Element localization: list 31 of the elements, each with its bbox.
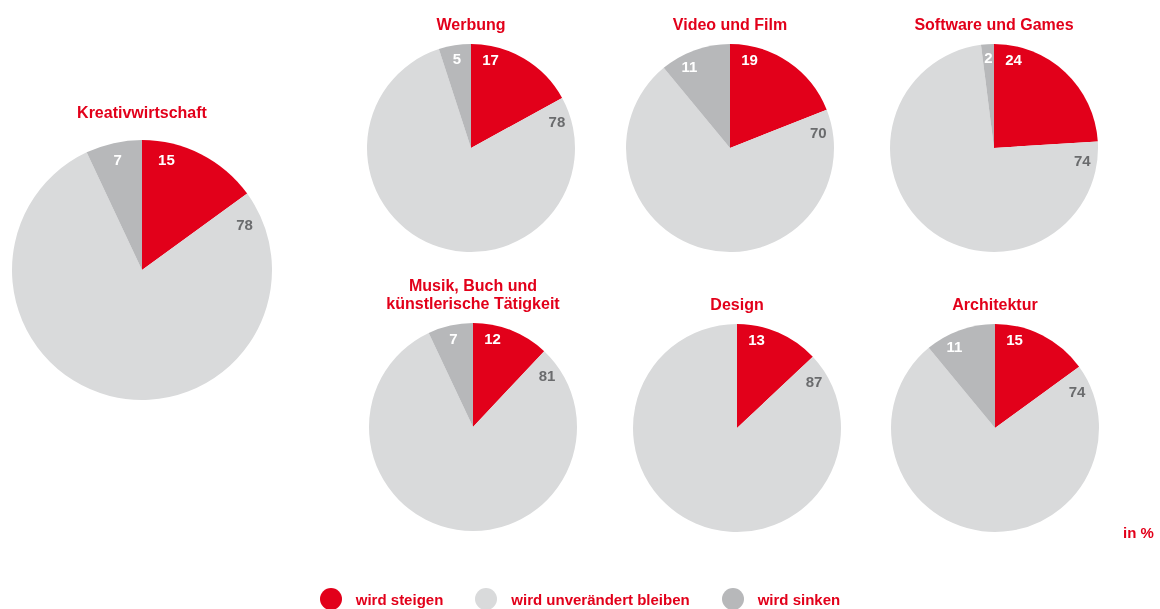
chart-title: Video und Film (671, 16, 789, 34)
data-label: 70 (810, 124, 827, 142)
data-label: 12 (484, 329, 501, 347)
data-label: 24 (1005, 50, 1023, 68)
legend-label: wird unverändert bleiben (511, 590, 690, 608)
data-label: 15 (158, 151, 175, 169)
chart-title: Software und Games (913, 16, 1075, 34)
data-label: 7 (113, 151, 122, 169)
chart-title: Kreativwirtschaft (76, 104, 208, 122)
data-label: 17 (482, 50, 499, 68)
chart-title: Design (709, 296, 765, 314)
text: in % (1123, 524, 1154, 541)
data-label: 11 (681, 58, 698, 76)
legend-label: wird steigen (355, 590, 444, 608)
data-label: 2 (984, 48, 993, 66)
data-label: 74 (1068, 382, 1087, 400)
chart-title: Architektur (951, 296, 1039, 314)
legend-label: wird sinken (757, 590, 841, 608)
data-label: 74 (1073, 152, 1092, 170)
data-label: 19 (741, 50, 758, 68)
data-label: 15 (1006, 330, 1023, 348)
chart-title: Werbung (435, 16, 507, 34)
data-label: 11 (946, 338, 963, 356)
data-label: 13 (748, 330, 765, 348)
data-label: 7 (449, 329, 458, 347)
chart-title: Musik, Buch und künstlerische Tätigkeit (385, 277, 561, 313)
data-label: 87 (805, 372, 823, 390)
data-label: 78 (236, 215, 253, 233)
data-label: 81 (538, 366, 556, 384)
data-label: 5 (452, 49, 462, 67)
data-label: 78 (548, 113, 566, 131)
